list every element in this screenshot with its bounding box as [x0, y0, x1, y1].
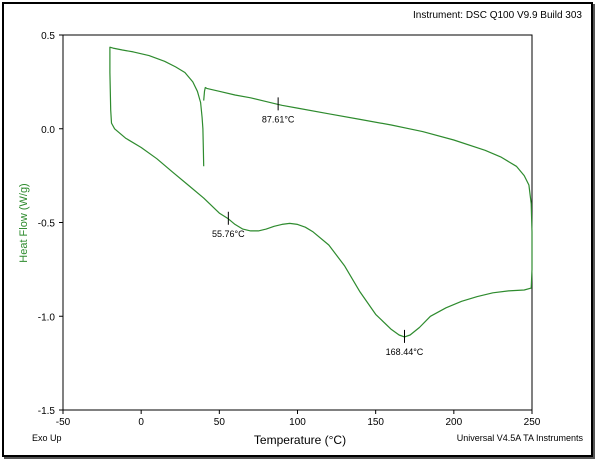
software-label: Universal V4.5A TA Instruments	[457, 433, 584, 443]
x-tick-label: 150	[367, 417, 384, 428]
y-tick-label: -1.0	[38, 312, 56, 323]
x-tick-label: 0	[138, 417, 144, 428]
x-axis-label: Temperature (°C)	[254, 433, 346, 447]
x-axis: -50 0 50 100 150 200 250	[56, 410, 541, 428]
y-axis: 0.5 0.0 -0.5 -1.0 -1.5	[38, 31, 63, 417]
y-tick-label: 0.0	[41, 125, 55, 136]
y-tick-label: 0.5	[41, 31, 55, 42]
x-tick-label: 250	[524, 417, 541, 428]
heat-flow-curve	[109, 46, 533, 338]
annotation-label: 55.76°C	[212, 229, 245, 239]
x-tick-label: 50	[214, 417, 226, 428]
y-tick-label: -1.5	[38, 406, 56, 417]
x-tick-label: 200	[445, 417, 462, 428]
y-tick-label: -0.5	[38, 219, 56, 230]
instrument-label: Instrument: DSC Q100 V9.9 Build 303	[413, 10, 582, 21]
annotation-label: 168.44°C	[386, 347, 424, 357]
x-tick-label: 100	[289, 417, 306, 428]
annotation-label: 87.61°C	[262, 114, 295, 124]
exo-up-label: Exo Up	[32, 433, 62, 443]
x-tick-label: -50	[56, 417, 71, 428]
y-axis-label: Heat Flow (W/g)	[18, 183, 30, 262]
plot-area	[62, 34, 533, 411]
annotations: 87.61°C 55.76°C 168.44°C	[212, 97, 424, 357]
